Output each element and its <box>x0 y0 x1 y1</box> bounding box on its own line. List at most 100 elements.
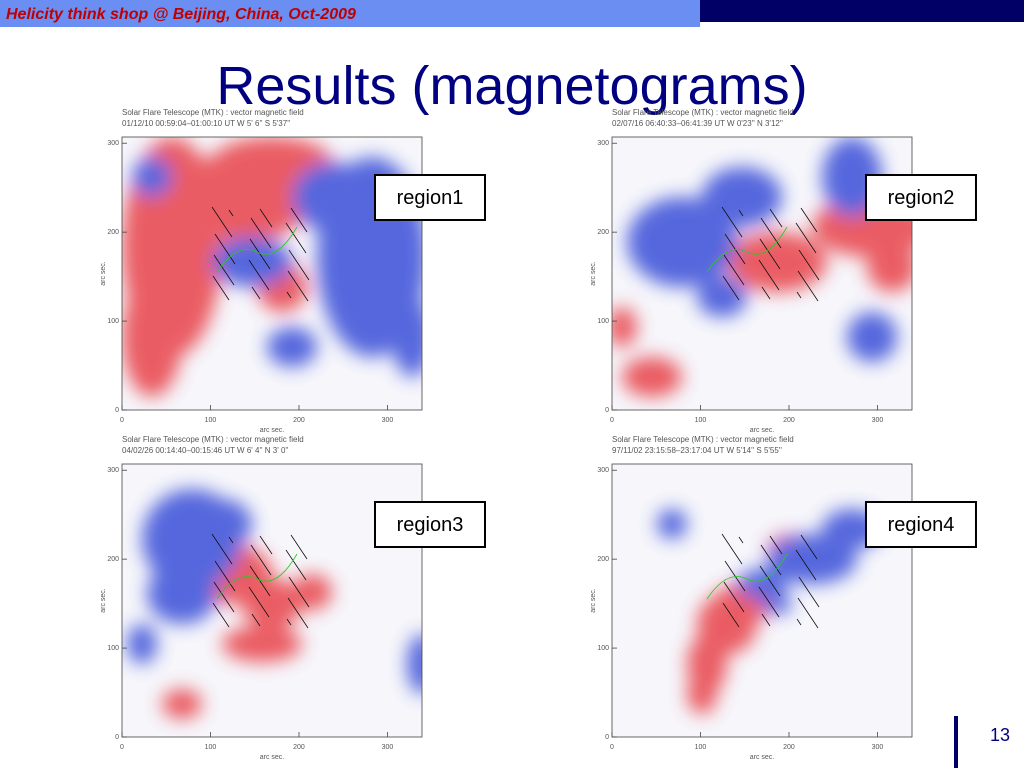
field-vector <box>288 249 294 257</box>
field-blob <box>292 574 332 610</box>
field-vector <box>303 621 309 629</box>
field-vector <box>725 212 731 220</box>
field-vector <box>254 550 260 558</box>
field-vector <box>800 207 806 215</box>
field-vector <box>736 578 742 586</box>
magnetogram-image <box>122 137 422 410</box>
field-vector <box>775 589 781 597</box>
field-vector <box>227 230 233 238</box>
field-vector <box>298 546 304 554</box>
field-vector <box>797 270 803 278</box>
field-vector <box>215 539 221 547</box>
field-vector <box>759 238 765 246</box>
panel-observation: 02/07/16 06:40:33–06:41:39 UT W 0'23'' N… <box>612 119 783 128</box>
field-vector <box>758 259 764 267</box>
field-vector <box>267 547 273 555</box>
x-tick-label: 200 <box>783 744 795 751</box>
field-vector <box>761 613 767 621</box>
x-tick-label: 0 <box>120 744 124 751</box>
field-vector <box>212 275 218 283</box>
magnetogram-image <box>612 464 912 737</box>
field-vector <box>809 288 815 296</box>
field-vector <box>292 582 298 590</box>
field-vector <box>776 568 782 576</box>
y-tick-label: 200 <box>597 556 609 563</box>
field-vector <box>286 618 292 626</box>
field-vector <box>211 206 217 214</box>
field-vector <box>760 544 766 552</box>
field-vector <box>807 240 813 248</box>
field-vector <box>736 251 742 259</box>
field-vector <box>292 255 298 263</box>
field-vector <box>737 230 743 238</box>
field-vector <box>256 271 262 279</box>
field-vector <box>799 228 805 236</box>
x-tick-label: 0 <box>120 417 124 424</box>
field-vector <box>769 535 775 543</box>
y-tick-label: 100 <box>107 645 119 652</box>
field-vector <box>299 615 305 623</box>
field-vector <box>248 259 254 267</box>
field-vector <box>733 551 739 559</box>
magnetogram-image <box>122 464 422 737</box>
field-vector <box>737 557 743 565</box>
field-vector <box>257 250 263 258</box>
y-tick-label: 300 <box>107 467 119 474</box>
field-vector <box>252 265 258 273</box>
region-label: region4 <box>888 514 955 536</box>
y-axis-label: arc sec. <box>100 588 107 613</box>
field-vector <box>260 277 266 285</box>
region-label: region1 <box>397 187 464 209</box>
field-vector <box>726 281 732 289</box>
field-vector <box>728 566 734 574</box>
field-vector <box>763 571 769 579</box>
region-label: region2 <box>888 187 955 209</box>
field-vector <box>225 272 231 280</box>
x-axis-label: arc sec. <box>750 427 775 434</box>
field-vector <box>771 583 777 591</box>
region-box <box>864 501 977 548</box>
y-tick-label: 0 <box>115 407 119 414</box>
x-tick-label: 0 <box>610 744 614 751</box>
field-vector <box>805 282 811 290</box>
field-vector <box>807 567 813 575</box>
field-vector <box>214 233 220 241</box>
field-vector <box>804 540 810 548</box>
field-vector <box>221 593 227 601</box>
slide-title: Results (magnetograms) <box>216 56 807 116</box>
field-vector <box>728 239 734 247</box>
field-vector <box>810 594 816 602</box>
y-tick-label: 300 <box>597 467 609 474</box>
panel-observation: 01/12/10 00:59:04–01:00:10 UT W 5' 6'' S… <box>122 119 291 128</box>
field-blob <box>697 277 747 317</box>
y-tick-label: 100 <box>107 318 119 325</box>
field-vector <box>222 572 228 580</box>
field-vector <box>263 541 269 549</box>
field-vector <box>796 618 802 626</box>
field-vector <box>802 582 808 590</box>
x-tick-label: 100 <box>205 417 217 424</box>
field-vector <box>723 581 729 589</box>
panel-instrument: Solar Flare Telescope (MTK) : vector mag… <box>612 435 794 444</box>
field-vector <box>812 225 818 233</box>
field-vector <box>724 233 730 241</box>
field-vector <box>251 613 257 621</box>
field-vector <box>734 620 740 628</box>
magnetogram-panel: Solar Flare Telescope (MTK) : vector mag… <box>100 435 486 761</box>
field-vector <box>770 277 776 285</box>
field-vector <box>287 270 293 278</box>
field-vector <box>304 600 310 608</box>
field-vector <box>223 224 229 232</box>
field-blob <box>292 162 372 232</box>
field-vector <box>259 208 265 216</box>
x-tick-label: 300 <box>382 417 394 424</box>
field-vector <box>226 251 232 259</box>
field-vector <box>263 214 269 222</box>
contour <box>706 553 788 600</box>
field-vector <box>228 209 234 217</box>
field-vector <box>732 572 738 580</box>
field-vector <box>772 235 778 243</box>
contour <box>216 553 298 600</box>
field-vector <box>300 267 306 275</box>
